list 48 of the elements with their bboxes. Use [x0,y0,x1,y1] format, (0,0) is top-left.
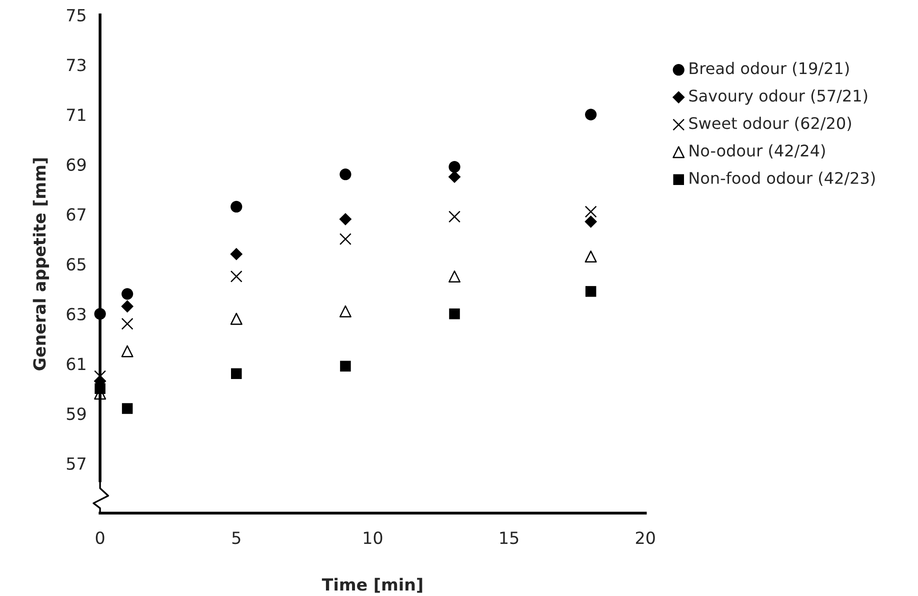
y-tick-label: 71 [67,108,86,121]
y-tick-label: 61 [66,358,86,370]
y-tick-label: 73 [67,58,86,72]
y-tick-label: 57 [66,458,86,470]
point [585,286,596,297]
point [584,206,597,218]
point [448,210,461,223]
point [230,200,242,213]
point [449,308,460,320]
point [339,212,352,226]
x-axis-title: Time [min] [322,578,422,593]
y-tick-label: 59 [66,407,86,420]
point [339,305,352,318]
y-axis-title: General appetite [mm] [32,158,49,370]
legend-label: Bread odour (19/21) [690,62,849,76]
y-tick-label: 69 [66,158,86,171]
point [231,368,242,380]
point [230,312,242,325]
point [122,403,133,414]
point [584,250,597,263]
point [121,300,134,313]
x-tick-label: 20 [636,532,655,544]
y-tick-label: 63 [66,308,86,320]
point [448,270,461,282]
legend-label: Non-food odour (42/23) [690,172,875,186]
point [584,215,598,228]
x-tick-label: 15 [500,532,518,544]
point [448,161,460,173]
point [122,288,134,300]
legend-label: Sweet odour (62/20) [689,116,851,132]
x-tick-label: 0 [96,532,104,544]
point [448,170,461,184]
legend-label: No-odour (42/24) [690,144,825,158]
point [94,308,106,320]
point [585,108,597,120]
x-tick-label: 5 [232,532,240,544]
point [339,233,352,246]
y-tick-label: 67 [66,208,86,221]
point [121,345,134,358]
x-tick-label: 10 [364,532,382,544]
y-tick-label: 65 [66,258,86,271]
point [340,168,352,180]
point [230,248,243,260]
point [230,270,242,282]
point [340,360,351,372]
y-tick-label: 75 [67,9,86,22]
point [121,318,134,330]
legend-label: Savoury odour (57/21) [689,89,868,105]
